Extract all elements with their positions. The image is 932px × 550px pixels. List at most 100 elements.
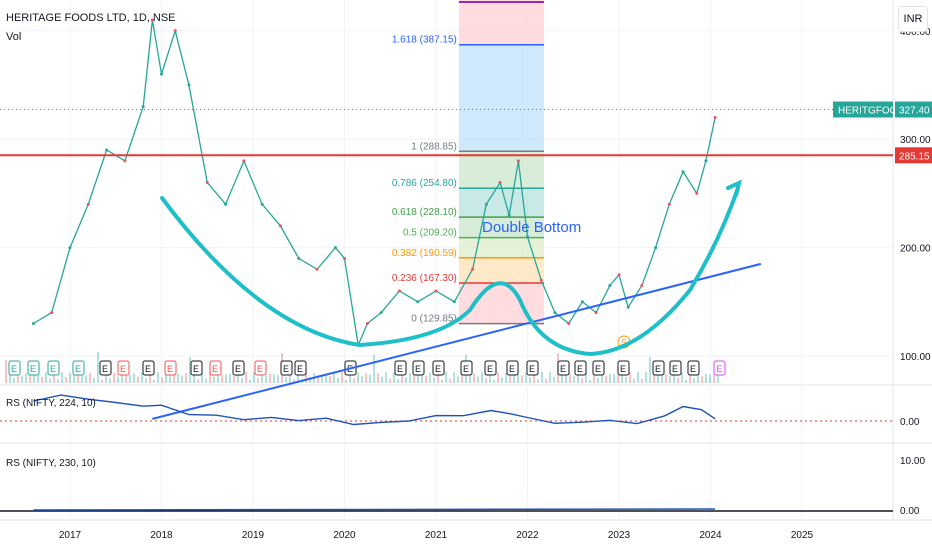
- volume-bar: [169, 375, 171, 383]
- currency-button[interactable]: INR: [898, 6, 928, 32]
- earnings-marker-label: E: [75, 364, 81, 374]
- volume-bar: [561, 374, 563, 383]
- price-point: [105, 148, 109, 152]
- volume-bar: [421, 373, 423, 383]
- price-point: [654, 246, 658, 250]
- earnings-marker-label: E: [415, 364, 421, 374]
- volume-bar: [509, 375, 511, 383]
- price-point: [667, 202, 671, 206]
- earnings-marker: [687, 360, 700, 376]
- volume-bar: [93, 377, 95, 383]
- volume-bar: [229, 373, 231, 383]
- price-point: [260, 202, 264, 206]
- volume-bar: [717, 373, 719, 383]
- volume-bar: [13, 377, 15, 383]
- volume-bar: [113, 372, 115, 383]
- volume-bar: [385, 372, 387, 383]
- volume-bar: [337, 377, 339, 383]
- fib-zone: [458, 237, 544, 258]
- volume-bar: [233, 376, 235, 383]
- volume-bar: [461, 373, 463, 383]
- earnings-marker: [117, 360, 130, 376]
- y-tick-label: 300.00: [900, 135, 931, 146]
- volume-bar: [249, 379, 251, 383]
- fib-level-label: 0.5 (209.20): [403, 228, 457, 239]
- earnings-marker-label: E: [50, 364, 56, 374]
- price-point: [608, 284, 612, 288]
- fib-zone: [458, 283, 544, 324]
- volume-bar: [161, 377, 163, 383]
- volume-bar: [89, 372, 91, 383]
- volume-bar: [369, 374, 371, 383]
- price-point: [695, 191, 699, 195]
- price-point: [539, 278, 543, 282]
- earnings-marker-label: E: [193, 364, 199, 374]
- volume-bar: [453, 372, 455, 383]
- volume-bar: [105, 372, 107, 383]
- x-tick-label: 2023: [608, 530, 631, 541]
- volume-bar: [605, 375, 607, 383]
- volume-bar: [201, 372, 203, 383]
- rs2-series-line: [33, 508, 716, 511]
- volume-bar: [445, 372, 447, 383]
- volume-bar: [713, 374, 715, 383]
- earnings-marker-label: E: [145, 364, 151, 374]
- volume-bar: [617, 375, 619, 383]
- volume-bar: [597, 377, 599, 383]
- level-tag: [895, 147, 932, 164]
- volume-bar: [573, 376, 575, 383]
- volume-bar: [589, 379, 591, 383]
- x-tick-label: 2025: [791, 530, 814, 541]
- volume-bar: [373, 354, 375, 383]
- price-point: [333, 246, 337, 250]
- volume-bar: [317, 375, 319, 383]
- earnings-marker-label: E: [690, 364, 696, 374]
- volume-bar: [361, 376, 363, 383]
- earnings-marker: [164, 360, 177, 376]
- volume-bar: [81, 373, 83, 383]
- volume-bar: [109, 378, 111, 383]
- fib-zone: [458, 0, 544, 45]
- volume-bar: [689, 372, 691, 383]
- earnings-marker-label: E: [102, 364, 108, 374]
- earnings-marker-label: E: [120, 364, 126, 374]
- fib-level-label: 1.618 (387.15): [392, 35, 457, 46]
- volume-bar: [49, 378, 51, 383]
- y-tick-label: 100.00: [900, 352, 931, 363]
- volume-bar: [213, 376, 215, 383]
- x-tick-label: 2024: [699, 530, 722, 541]
- volume-bar: [297, 372, 299, 383]
- earnings-marker: [526, 360, 539, 376]
- volume-bar: [537, 379, 539, 383]
- volume-bar: [41, 376, 43, 383]
- earnings-marker: [209, 360, 222, 376]
- volume-bar: [405, 377, 407, 383]
- volume-bar: [489, 372, 491, 383]
- price-point: [123, 159, 127, 163]
- rs1-label: RS (NIFTY, 224, 10): [6, 398, 96, 409]
- earnings-marker-label: E: [620, 364, 626, 374]
- volume-bar: [469, 374, 471, 383]
- volume-bar: [45, 372, 47, 383]
- price-point: [626, 305, 630, 309]
- rs-tick-label: 0.00: [900, 417, 920, 428]
- volume-bar: [401, 372, 403, 383]
- price-point: [315, 267, 319, 271]
- fib-zone: [458, 44, 544, 152]
- volume-bar: [197, 379, 199, 383]
- volume-bar: [581, 378, 583, 383]
- volume-bar: [333, 372, 335, 383]
- volume-bar: [53, 372, 55, 383]
- volume-bar: [177, 374, 179, 383]
- x-tick-label: 2022: [516, 530, 539, 541]
- volume-bar: [101, 379, 103, 383]
- trend-line: [152, 262, 762, 420]
- volume-bar: [57, 379, 59, 383]
- y-tick-label: 200.00: [900, 244, 931, 255]
- arrow-head: [726, 179, 742, 197]
- price-point: [617, 273, 621, 277]
- fib-level-label: 1 (288.85): [411, 141, 457, 152]
- earnings-marker: [432, 360, 445, 376]
- volume-bar: [669, 375, 671, 383]
